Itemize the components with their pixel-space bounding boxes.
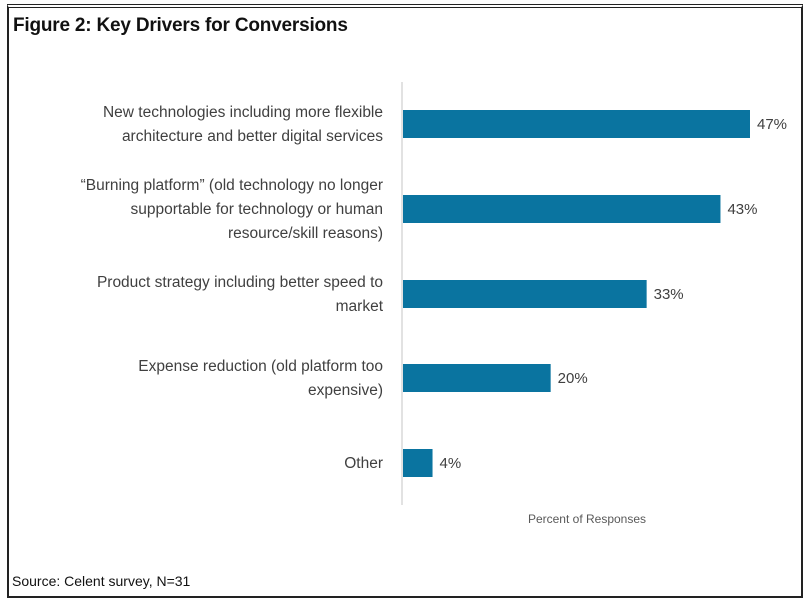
data-label: 43% bbox=[727, 201, 757, 218]
category-label: supportable for technology or human bbox=[131, 201, 383, 218]
category-label: architecture and better digital services bbox=[122, 128, 383, 145]
data-label: 4% bbox=[440, 455, 462, 472]
bar bbox=[403, 110, 750, 138]
bar bbox=[403, 195, 721, 223]
category-label: resource/skill reasons) bbox=[228, 225, 383, 242]
category-label: Expense reduction (old platform too bbox=[138, 358, 383, 375]
category-label: market bbox=[336, 298, 384, 315]
x-axis-label: Percent of Responses bbox=[528, 512, 646, 526]
category-label: expensive) bbox=[308, 382, 383, 399]
data-label: 20% bbox=[558, 370, 588, 387]
category-label: New technologies including more flexible bbox=[103, 104, 383, 121]
data-label: 47% bbox=[757, 116, 787, 133]
category-label: “Burning platform” (old technology no lo… bbox=[81, 177, 383, 194]
category-label: Other bbox=[344, 455, 383, 472]
category-label: Product strategy including better speed … bbox=[97, 274, 383, 291]
data-label: 33% bbox=[654, 286, 684, 303]
bar bbox=[403, 449, 433, 477]
figure-frame bbox=[7, 4, 803, 598]
source-note: Source: Celent survey, N=31 bbox=[12, 573, 191, 589]
chart-title: Figure 2: Key Drivers for Conversions bbox=[13, 15, 348, 36]
bar bbox=[403, 364, 551, 392]
bar bbox=[403, 280, 647, 308]
